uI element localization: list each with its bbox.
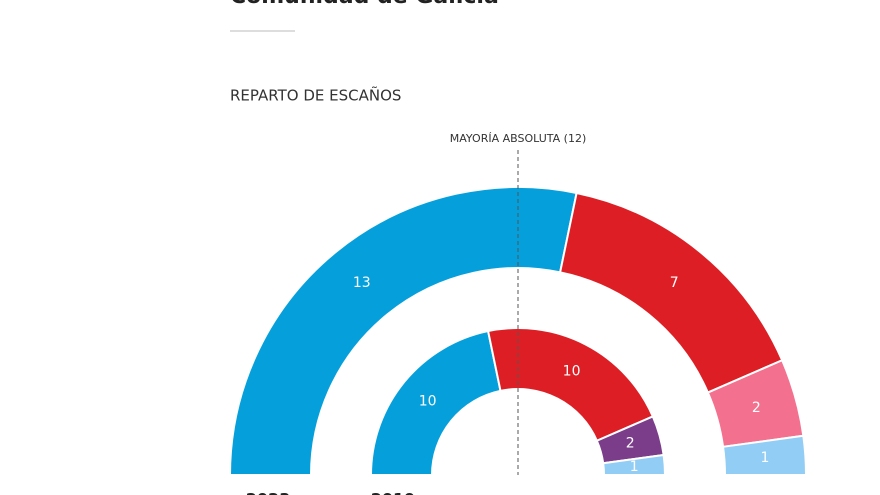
segment-label: 1 [630, 459, 639, 475]
segment-label: 2 [626, 436, 635, 452]
ring-year-label: 2023 [246, 490, 291, 495]
chart-title: Comunidad de Galicia [230, 0, 499, 9]
seat-segment [228, 186, 578, 476]
seat-segment [721, 434, 808, 476]
segment-label: 2 [752, 400, 761, 416]
segment-label: 13 [353, 275, 371, 291]
segment-label: 7 [670, 275, 679, 291]
segment-label: 10 [563, 364, 581, 380]
seat-segment [602, 453, 667, 476]
majority-label: MAYORÍA ABSOLUTA (12) [450, 132, 586, 145]
chart-subtitle: REPARTO DE ESCAÑOS [230, 86, 401, 105]
segment-label: 1 [760, 450, 769, 466]
seat-segment [486, 327, 655, 443]
ring-year-label: 2019 [371, 490, 416, 495]
segment-label: 10 [419, 393, 437, 409]
